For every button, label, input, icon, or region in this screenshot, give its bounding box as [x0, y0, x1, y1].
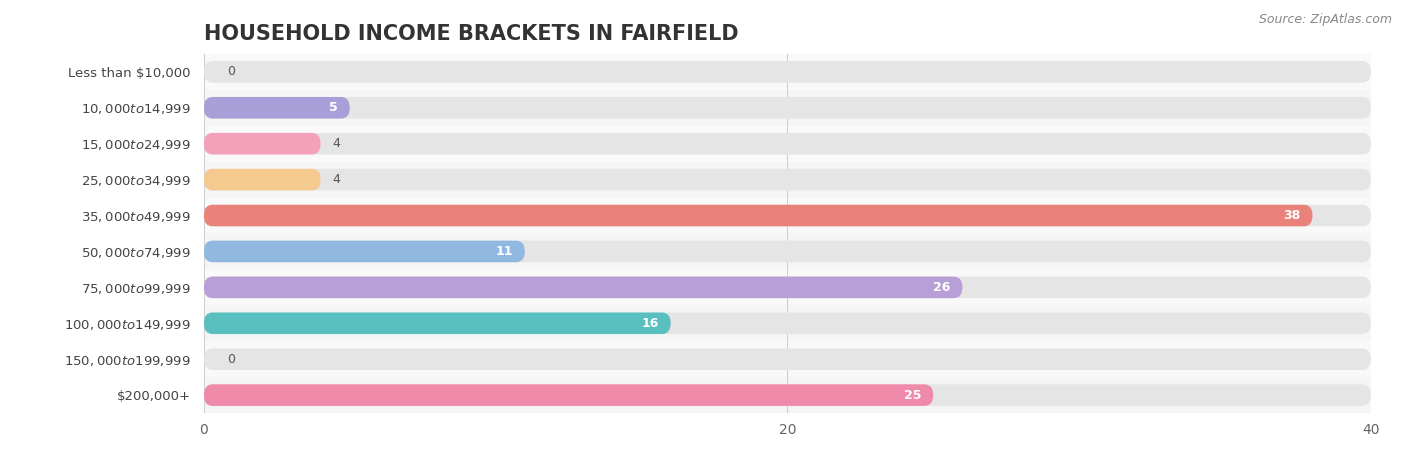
FancyBboxPatch shape: [204, 313, 671, 334]
Text: 5: 5: [329, 101, 337, 114]
Text: 4: 4: [332, 137, 340, 150]
Bar: [204, 341, 1371, 377]
Text: 11: 11: [496, 245, 513, 258]
Text: 16: 16: [641, 317, 659, 330]
Text: 4: 4: [332, 173, 340, 186]
FancyBboxPatch shape: [204, 169, 321, 190]
FancyBboxPatch shape: [204, 97, 350, 119]
Bar: [204, 54, 1371, 90]
FancyBboxPatch shape: [204, 348, 1371, 370]
FancyBboxPatch shape: [204, 133, 1371, 154]
FancyBboxPatch shape: [204, 384, 1371, 406]
FancyBboxPatch shape: [204, 241, 1371, 262]
Bar: [204, 162, 1371, 198]
Text: Source: ZipAtlas.com: Source: ZipAtlas.com: [1258, 13, 1392, 26]
Bar: [204, 126, 1371, 162]
FancyBboxPatch shape: [204, 61, 1371, 83]
Text: 25: 25: [904, 389, 921, 401]
Text: 0: 0: [228, 353, 235, 365]
Bar: [204, 90, 1371, 126]
FancyBboxPatch shape: [204, 241, 524, 262]
Text: 26: 26: [934, 281, 950, 294]
Bar: [204, 233, 1371, 269]
Text: HOUSEHOLD INCOME BRACKETS IN FAIRFIELD: HOUSEHOLD INCOME BRACKETS IN FAIRFIELD: [204, 24, 738, 44]
FancyBboxPatch shape: [204, 97, 1371, 119]
FancyBboxPatch shape: [204, 313, 1371, 334]
Text: 38: 38: [1284, 209, 1301, 222]
FancyBboxPatch shape: [204, 133, 321, 154]
Text: 0: 0: [228, 66, 235, 78]
FancyBboxPatch shape: [204, 205, 1371, 226]
Bar: [204, 305, 1371, 341]
FancyBboxPatch shape: [204, 205, 1313, 226]
Bar: [204, 269, 1371, 305]
FancyBboxPatch shape: [204, 277, 1371, 298]
Bar: [204, 377, 1371, 413]
FancyBboxPatch shape: [204, 384, 934, 406]
Bar: [204, 198, 1371, 233]
FancyBboxPatch shape: [204, 277, 963, 298]
FancyBboxPatch shape: [204, 169, 1371, 190]
